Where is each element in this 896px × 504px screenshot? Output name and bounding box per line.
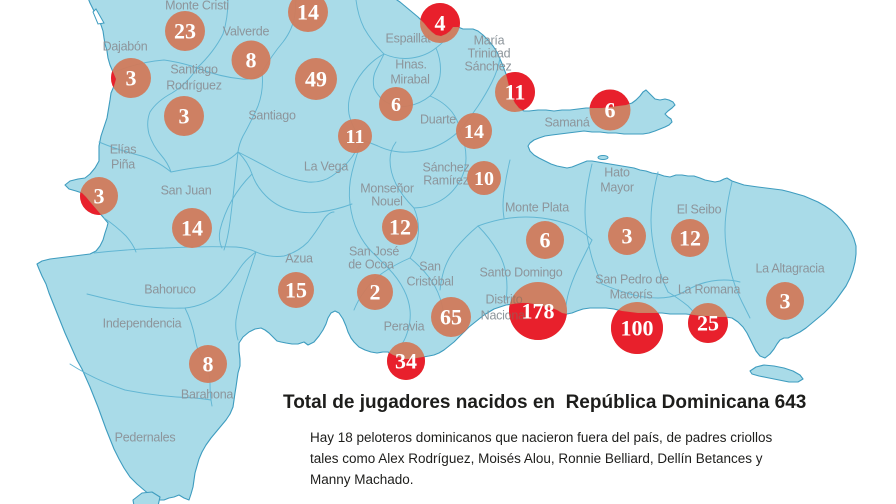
svg-text:Elías: Elías [110,142,137,156]
svg-text:San Pedro de: San Pedro de [595,272,669,286]
svg-text:Ramírez: Ramírez [423,173,468,187]
svg-text:14: 14 [464,121,484,143]
svg-text:La Altagracia: La Altagracia [755,261,824,275]
svg-text:María: María [474,33,505,47]
svg-text:3: 3 [94,183,105,208]
svg-text:San Juan: San Juan [161,183,212,197]
svg-text:Peravia: Peravia [384,319,425,333]
svg-text:10: 10 [474,168,494,190]
svg-text:Independencia: Independencia [103,316,182,330]
svg-text:Bahoruco: Bahoruco [144,282,196,296]
svg-text:de Ocoa: de Ocoa [348,257,394,271]
svg-text:Hato: Hato [604,165,630,179]
svg-text:Monte Cristi: Monte Cristi [165,0,229,12]
svg-text:2: 2 [370,279,381,304]
svg-text:3: 3 [622,223,633,248]
svg-text:Trinidad: Trinidad [468,46,511,60]
svg-text:11: 11 [346,126,365,148]
svg-text:Barahona: Barahona [181,387,234,401]
svg-text:Pedernales: Pedernales [115,430,176,444]
svg-text:Macorís: Macorís [610,287,653,301]
svg-text:Rodríguez: Rodríguez [166,78,221,92]
svg-text:Espaillat: Espaillat [386,31,432,45]
svg-text:Nouel: Nouel [371,194,402,208]
svg-text:Mayor: Mayor [600,180,634,194]
svg-text:14: 14 [181,215,203,240]
svg-text:6: 6 [605,97,616,122]
svg-text:Cristóbal: Cristóbal [406,274,453,288]
svg-text:La Romana: La Romana [678,282,741,296]
svg-text:Samaná: Samaná [544,115,589,129]
svg-text:Duarte: Duarte [420,112,456,126]
svg-text:El Seibo: El Seibo [677,202,722,216]
svg-text:49: 49 [305,66,327,91]
svg-text:Santiago: Santiago [170,62,218,76]
svg-text:3: 3 [179,103,190,128]
svg-text:100: 100 [621,315,654,340]
svg-text:65: 65 [440,304,462,329]
svg-text:23: 23 [174,18,196,43]
svg-text:Monte Plata: Monte Plata [505,200,569,214]
svg-text:3: 3 [126,65,137,90]
svg-text:Santiago: Santiago [248,108,296,122]
svg-text:14: 14 [297,0,319,24]
svg-text:4: 4 [435,10,446,35]
svg-text:Azua: Azua [285,251,313,265]
svg-text:6: 6 [540,227,551,252]
svg-text:8: 8 [203,351,214,376]
svg-text:Dajabón: Dajabón [103,39,148,53]
svg-text:Valverde: Valverde [223,24,270,38]
svg-text:6: 6 [391,94,401,116]
svg-text:Sánchez: Sánchez [465,59,512,73]
svg-text:15: 15 [285,277,307,302]
svg-text:Santo Domingo: Santo Domingo [480,265,563,279]
svg-text:Nacional: Nacional [481,308,528,322]
svg-text:12: 12 [679,225,701,250]
svg-text:Hnas.: Hnas. [395,57,426,71]
svg-text:Piña: Piña [111,157,135,171]
svg-text:8: 8 [246,47,257,72]
svg-text:Mirabal: Mirabal [390,72,429,86]
svg-text:11: 11 [505,79,526,104]
svg-text:178: 178 [522,298,555,323]
svg-text:Sánchez: Sánchez [423,160,470,174]
svg-text:San: San [419,259,441,273]
svg-text:34: 34 [395,348,417,373]
svg-text:La Vega: La Vega [304,159,348,173]
svg-text:Monseñor: Monseñor [360,181,414,195]
svg-text:San José: San José [349,244,399,258]
svg-text:12: 12 [389,214,411,239]
svg-text:3: 3 [780,288,791,313]
svg-text:25: 25 [697,310,719,335]
